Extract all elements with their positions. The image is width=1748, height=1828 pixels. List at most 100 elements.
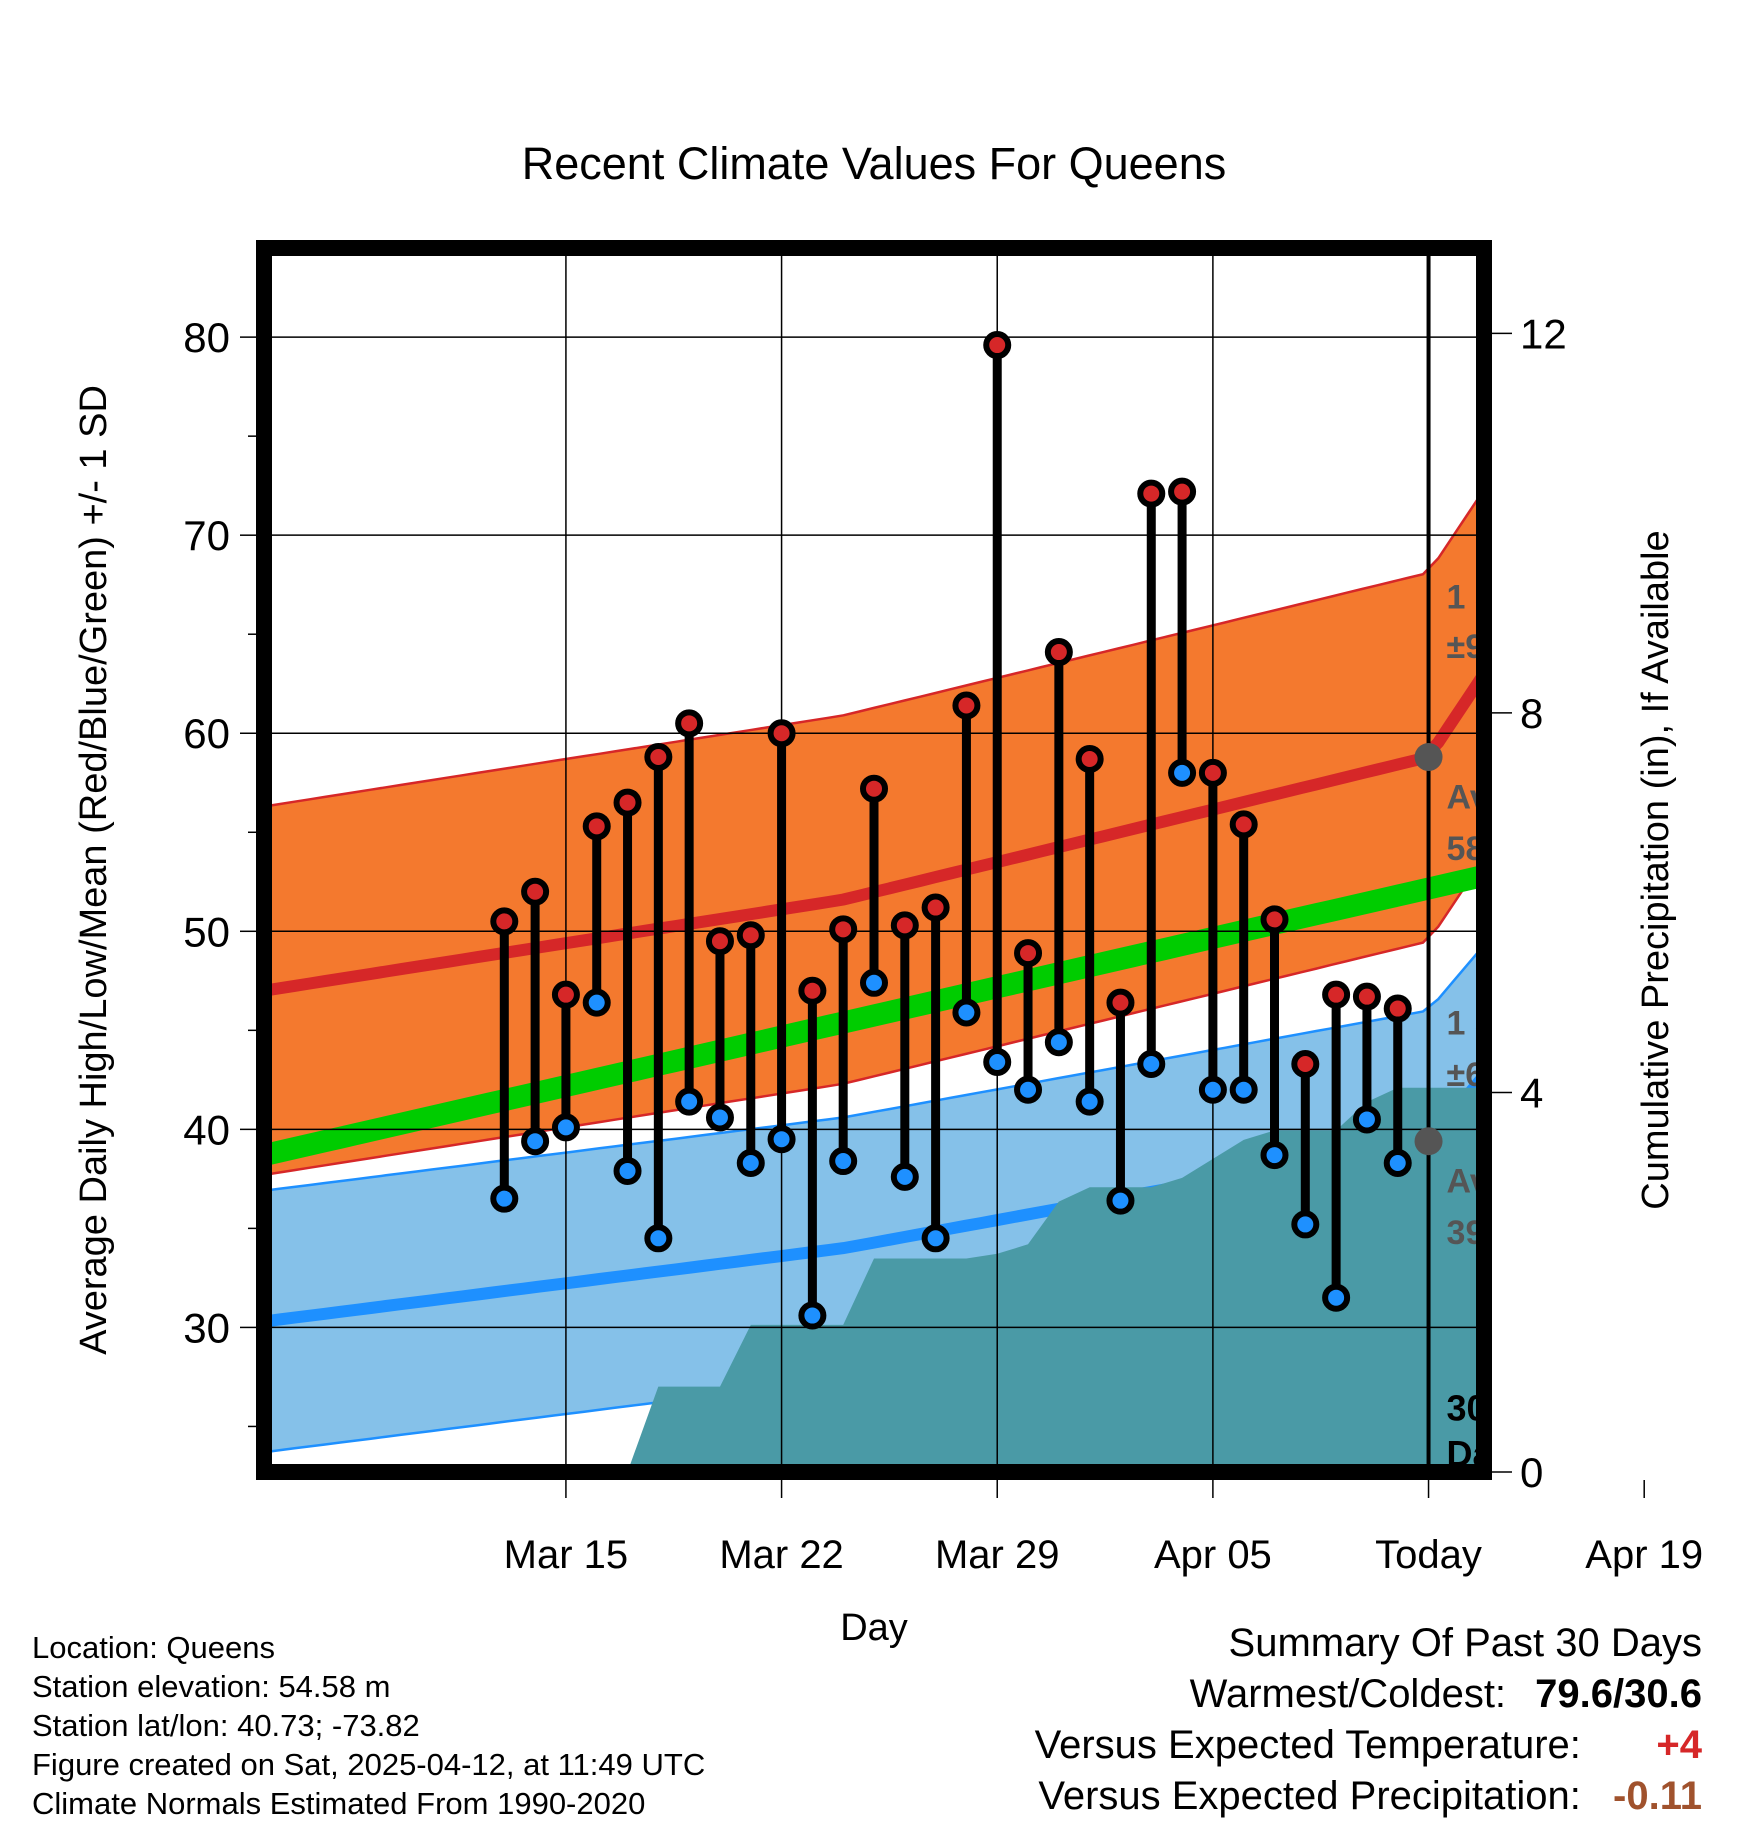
y2-tick-label: 0: [1520, 1449, 1543, 1496]
daily-high-point: [829, 915, 858, 944]
daily-low-point: [582, 988, 611, 1017]
daily-high-point: [675, 709, 704, 738]
daily-low-point: [860, 968, 888, 997]
plot-overlay: [256, 240, 1492, 1480]
y-tick-label: 70: [183, 512, 230, 559]
daily-high-point: [1260, 905, 1289, 934]
daily-high-point: [1137, 479, 1166, 508]
daily-high-point: [983, 331, 1012, 360]
warm-cold-value: 79.6/30.6: [1535, 1672, 1702, 1716]
daily-low-point: [644, 1224, 673, 1253]
y2-tick-label: 4: [1520, 1069, 1543, 1116]
chart-title: Recent Climate Values For Queens: [522, 138, 1227, 189]
daily-high-point: [860, 774, 888, 803]
daily-low-point: [613, 1156, 642, 1185]
y-axis-label: Average Daily High/Low/Mean (Red/Blue/Gr…: [73, 385, 115, 1355]
x-tick-label: Apr 05: [1154, 1533, 1272, 1577]
daily-high-point: [644, 743, 673, 772]
daily-low-point: [521, 1127, 550, 1156]
daily-low-point: [1260, 1141, 1289, 1170]
high-normal-lower-sd-line: [264, 857, 1484, 1177]
x-tick-label: Apr 19: [1585, 1533, 1703, 1577]
high-normal-upper-sd-line: [264, 488, 1484, 808]
daily-high-point: [1322, 980, 1351, 1009]
daily-high-point: [1291, 1050, 1320, 1078]
daily-high-point: [1106, 988, 1135, 1017]
today-high-avg-marker: [1414, 743, 1443, 772]
daily-high-point: [1198, 758, 1227, 787]
summary-precip: Versus Expected Precipitation: -0.11: [1035, 1771, 1702, 1822]
y-tick-label: 40: [183, 1106, 230, 1153]
location-line: Location: Queens: [32, 1630, 276, 1665]
daily-low-point: [1291, 1210, 1320, 1239]
daily-high-point: [1044, 638, 1073, 667]
y-tick-label: 60: [183, 710, 230, 757]
y2-axis-label: Cumulative Precipitation (in), If Availa…: [1635, 530, 1677, 1209]
daily-low-point: [551, 1113, 580, 1142]
normals-line: Climate Normals Estimated From 1990-2020: [32, 1786, 646, 1821]
daily-low-point: [490, 1184, 519, 1213]
summary-temp: Versus Expected Temperature: +4: [1035, 1720, 1702, 1771]
temp-label: Versus Expected Temperature:: [1034, 1723, 1581, 1767]
y-tick-label: 30: [183, 1304, 230, 1351]
daily-low-point: [1106, 1186, 1135, 1215]
daily-high-point: [1229, 810, 1258, 839]
summary-warm-cold: Warmest/Coldest: 79.6/30.6: [1035, 1669, 1702, 1720]
daily-low-point: [1137, 1050, 1166, 1078]
x-axis-label: Day: [840, 1607, 908, 1649]
daily-high-point: [921, 893, 950, 922]
x-tick-label: Mar 29: [935, 1533, 1060, 1577]
daily-high-point: [521, 877, 550, 906]
daily-low-point: [798, 1301, 827, 1330]
daily-high-point: [798, 976, 827, 1005]
daily-low-point: [952, 998, 981, 1027]
created-line: Figure created on Sat, 2025-04-12, at 11…: [32, 1747, 706, 1782]
warm-cold-label: Warmest/Coldest:: [1189, 1672, 1507, 1716]
daily-low-point: [736, 1149, 765, 1178]
daily-low-point: [675, 1087, 704, 1116]
y-tick-label: 50: [183, 908, 230, 955]
summary-panel: Summary Of Past 30 Days Warmest/Coldest:…: [1035, 1618, 1702, 1822]
daily-low-point: [1229, 1075, 1258, 1104]
precip-label: Versus Expected Precipitation:: [1038, 1774, 1581, 1818]
daily-high-point: [613, 788, 642, 817]
daily-high-point: [1383, 994, 1412, 1023]
axes: 30 40 50 60 70 80 0 4 8 12 Mar 15 Mar 22 Mar 29 Apr 0…: [183, 310, 1703, 1577]
daily-low-point: [705, 1103, 734, 1132]
daily-low-point: [921, 1224, 950, 1253]
daily-low-point: [1322, 1283, 1351, 1312]
x-tick-label: Today: [1375, 1533, 1482, 1577]
temp-value: +4: [1656, 1723, 1702, 1767]
daily-high-point: [1352, 982, 1381, 1011]
daily-low-point: [983, 1048, 1012, 1077]
annotation-high-sd-line2: ±9.3°F: [1447, 628, 1547, 666]
daily-high-point: [582, 812, 611, 841]
daily-low-point: [829, 1147, 858, 1176]
annotation-low-avg-line2: 39.4°F: [1447, 1214, 1548, 1252]
daily-low-point: [890, 1162, 919, 1191]
y-tick-label: 80: [183, 314, 230, 361]
annotation-high-avg-line2: 58.8°F: [1447, 830, 1548, 868]
low-normal-band: [264, 945, 1484, 1453]
daily-high-point: [1014, 939, 1043, 968]
daily-low-point: [767, 1125, 796, 1154]
latlon-line: Station lat/lon: 40.73; -73.82: [32, 1708, 420, 1743]
daily-low-point: [1383, 1149, 1412, 1178]
precip-value: -0.11: [1613, 1774, 1702, 1818]
daily-low-point: [1075, 1087, 1104, 1116]
daily-high-point: [490, 907, 519, 936]
elevation-line: Station elevation: 54.58 m: [32, 1669, 391, 1704]
station-info: Location: Queens Station elevation: 54.5…: [32, 1628, 705, 1823]
low-normal-upper-sd-line: [264, 944, 1484, 1193]
daily-high-point: [767, 719, 796, 748]
cumulative-precip-area: [264, 1087, 1484, 1472]
daily-low-point: [1198, 1075, 1227, 1104]
daily-high-point: [952, 691, 981, 720]
daily-low-point: [1014, 1075, 1043, 1104]
plot-frame: [256, 240, 1492, 1480]
x-tick-label: Mar 15: [504, 1533, 629, 1577]
today-low-avg-marker: [1414, 1127, 1443, 1156]
daily-high-point: [705, 927, 734, 956]
